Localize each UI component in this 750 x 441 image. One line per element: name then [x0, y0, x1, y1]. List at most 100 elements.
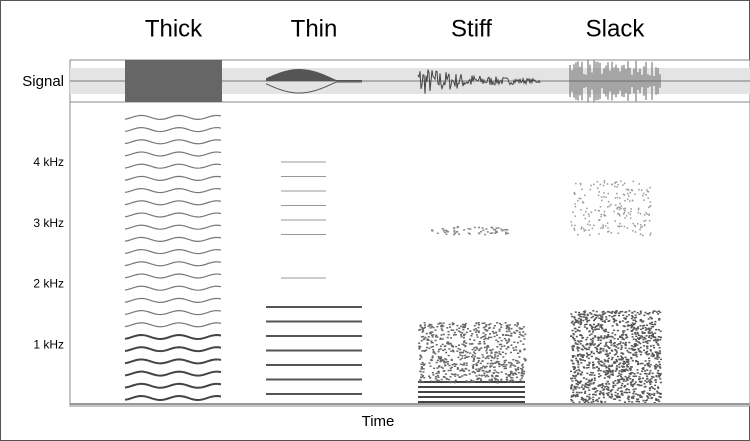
noise: [459, 351, 462, 354]
noise: [643, 332, 646, 334]
noise: [600, 386, 603, 389]
noise: [577, 314, 580, 316]
noise: [626, 397, 629, 399]
noise: [500, 326, 503, 329]
noise: [613, 210, 615, 213]
noise: [449, 337, 452, 339]
noise: [636, 311, 639, 314]
noise: [617, 225, 619, 227]
noise: [521, 328, 524, 330]
noise: [440, 366, 443, 369]
noise: [419, 358, 422, 360]
noise: [630, 330, 633, 333]
noise: [588, 380, 591, 383]
noise: [603, 214, 606, 217]
noise: [623, 385, 626, 387]
noise: [465, 331, 468, 334]
noise: [450, 344, 453, 346]
noise: [639, 342, 642, 345]
noise: [425, 332, 428, 335]
noise: [475, 375, 478, 377]
noise: [479, 378, 482, 380]
noise: [602, 184, 605, 187]
noise: [613, 344, 616, 347]
noise: [603, 196, 605, 198]
noise: [575, 374, 578, 377]
noise: [494, 379, 497, 381]
noise: [652, 387, 655, 389]
noise: [608, 230, 610, 233]
noise: [589, 188, 592, 191]
noise: [616, 375, 619, 378]
noise: [628, 341, 631, 344]
noise: [631, 359, 634, 362]
noise: [638, 188, 640, 191]
noise: [445, 358, 448, 361]
noise: [632, 349, 635, 351]
noise: [653, 336, 656, 338]
noise: [495, 334, 498, 336]
noise: [469, 228, 472, 230]
noise: [637, 209, 640, 211]
noise: [626, 391, 629, 394]
noise: [605, 316, 608, 318]
noise: [582, 201, 585, 204]
noise: [588, 361, 591, 364]
noise: [504, 365, 507, 368]
noise: [462, 336, 465, 339]
noise: [623, 386, 626, 388]
noise: [648, 328, 651, 331]
noise: [475, 334, 478, 336]
noise: [579, 322, 582, 325]
noise: [647, 397, 650, 399]
noise: [630, 317, 633, 320]
noise: [592, 352, 595, 355]
noise: [586, 313, 589, 316]
noise: [498, 336, 501, 339]
noise: [592, 337, 595, 340]
noise: [476, 347, 479, 350]
noise: [502, 365, 505, 368]
noise: [579, 182, 582, 185]
noise: [447, 369, 450, 372]
noise: [436, 336, 439, 338]
noise: [422, 368, 425, 370]
noise: [446, 327, 449, 329]
noise: [495, 231, 498, 234]
noise: [625, 188, 628, 191]
noise: [578, 347, 581, 349]
noise: [502, 363, 505, 366]
noise: [575, 319, 578, 322]
noise: [510, 363, 513, 365]
noise: [611, 316, 614, 318]
noise: [631, 372, 634, 374]
noise: [485, 350, 488, 352]
noise: [650, 334, 653, 337]
noise: [622, 333, 625, 336]
noise: [452, 334, 455, 336]
noise: [616, 396, 619, 399]
noise: [600, 335, 603, 337]
noise: [510, 371, 513, 373]
noise: [589, 344, 592, 347]
noise: [656, 339, 659, 342]
noise: [621, 382, 624, 385]
noise: [637, 337, 640, 339]
noise: [573, 367, 576, 370]
noise: [622, 380, 625, 382]
noise: [437, 323, 440, 325]
noise: [575, 369, 578, 372]
noise: [657, 313, 660, 315]
noise: [593, 388, 596, 390]
noise: [570, 321, 573, 324]
noise: [625, 358, 628, 361]
noise: [588, 374, 591, 376]
noise: [478, 340, 481, 343]
noise: [612, 386, 615, 389]
noise: [610, 232, 613, 234]
noise: [448, 323, 451, 326]
noise: [478, 374, 481, 376]
harmonic: [124, 382, 222, 389]
noise: [609, 390, 612, 393]
noise: [635, 329, 638, 331]
